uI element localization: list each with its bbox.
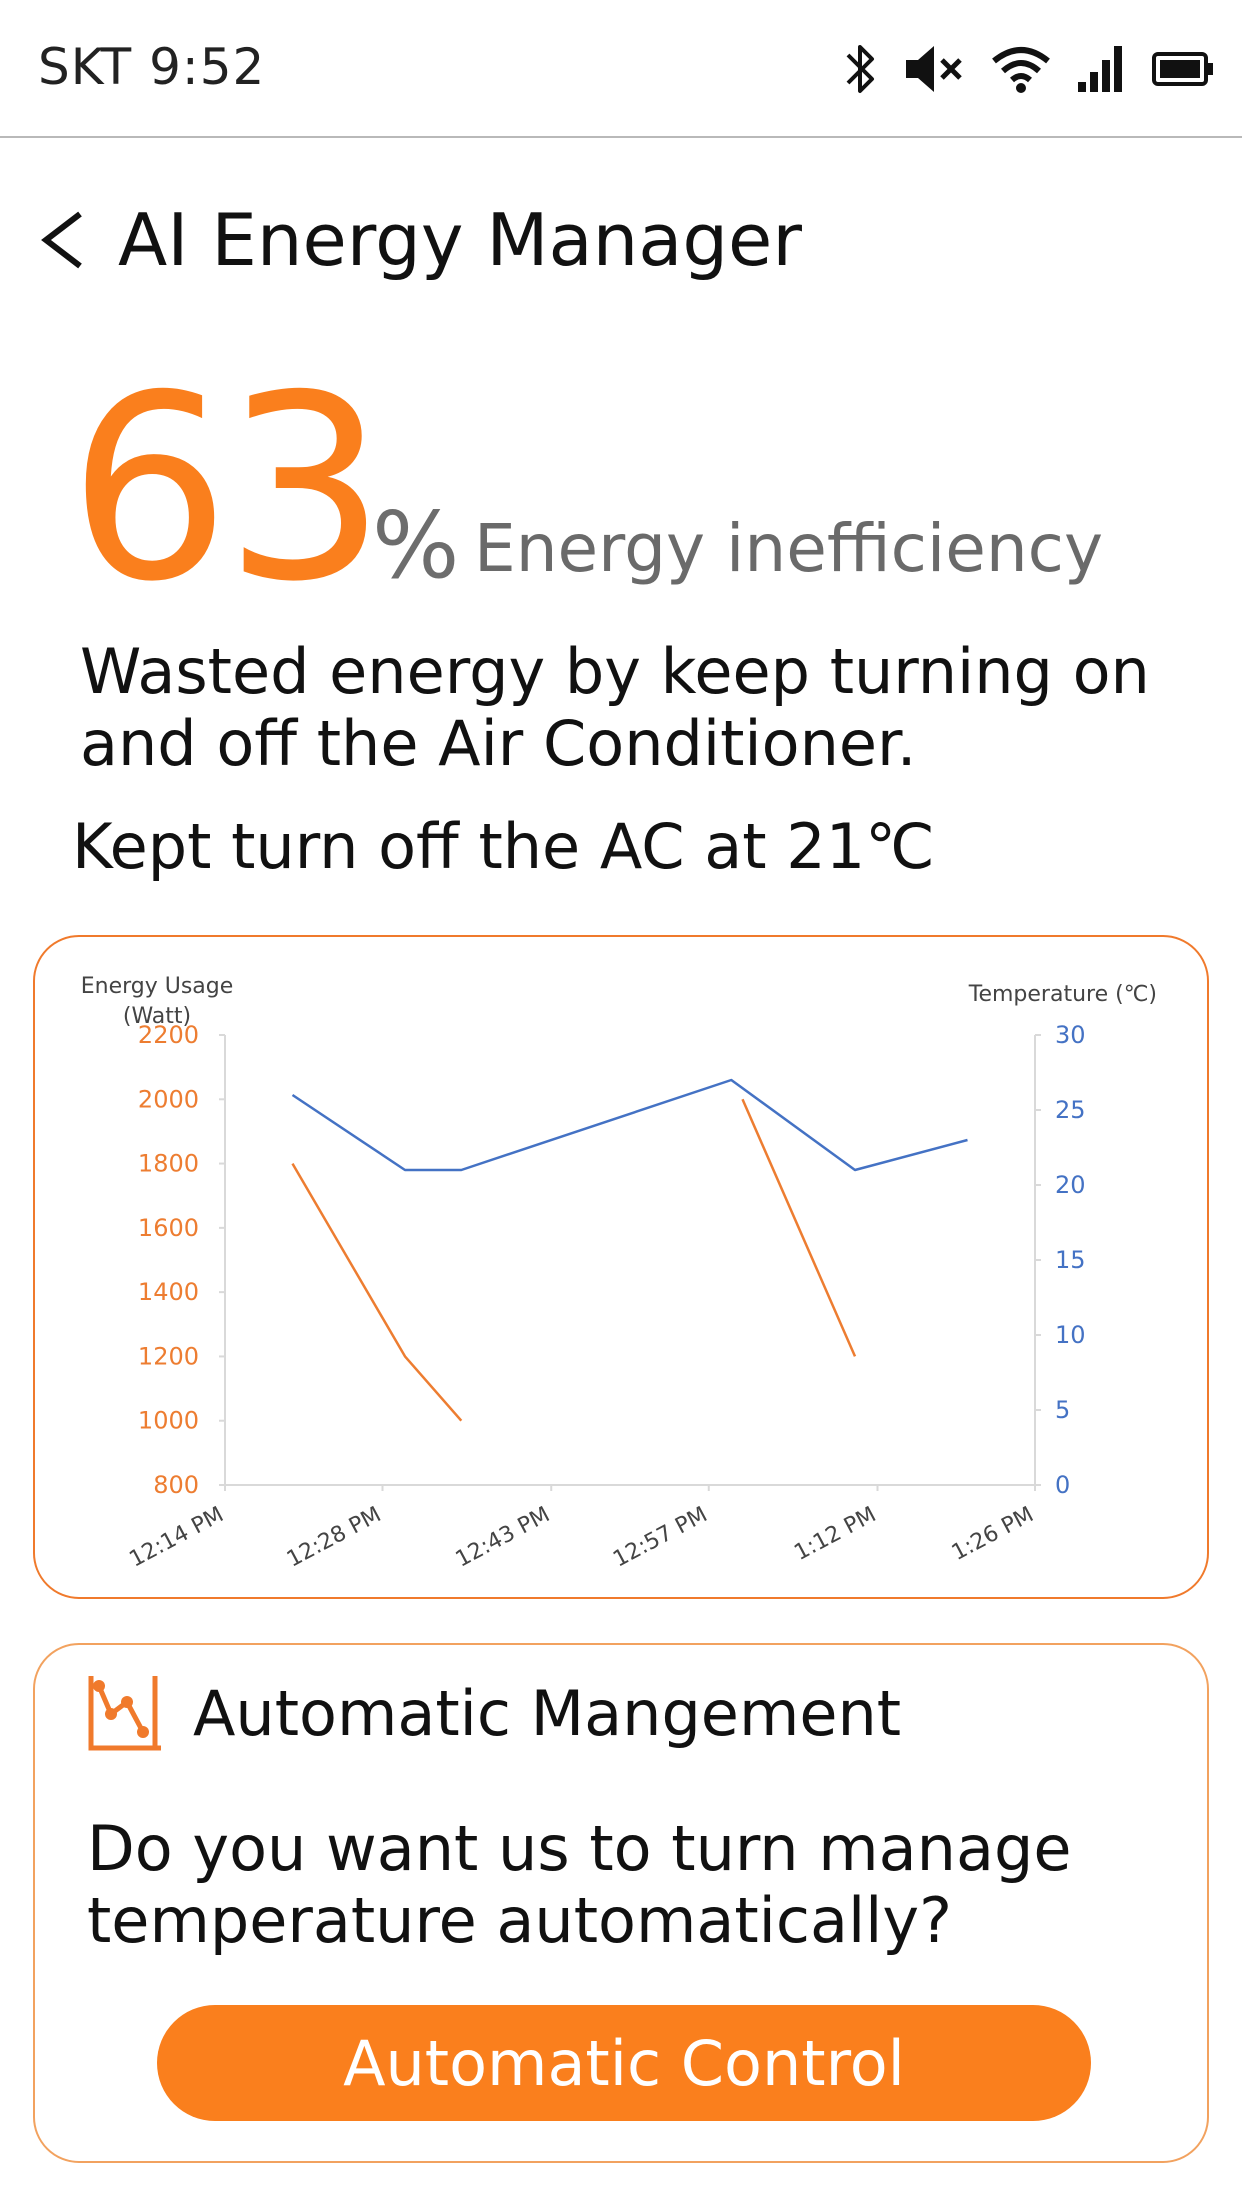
right-tick-label: 15: [1055, 1246, 1086, 1274]
kept-temperature-note: Kept turn off the AC at 21℃: [72, 810, 935, 883]
percent-sign: %: [372, 492, 460, 599]
right-axis-title: Temperature (℃): [968, 982, 1157, 1007]
left-axis-title-line1: Energy Usage: [81, 974, 234, 999]
right-tick-label: 25: [1055, 1096, 1086, 1124]
app-header: AI Energy Manager: [40, 190, 802, 290]
chevron-left-icon[interactable]: [40, 200, 100, 280]
left-tick-label: 1400: [138, 1278, 199, 1306]
wifi-icon: [992, 45, 1050, 93]
left-tick-label: 800: [153, 1471, 199, 1499]
x-tick-label: 1:26 PM: [948, 1502, 1038, 1566]
automatic-control-button[interactable]: Automatic Control: [157, 2005, 1091, 2121]
energy-usage-line-1: [741, 1098, 857, 1357]
energy-temperature-chart: Energy Usage (Watt) Temperature (℃) 800 1000…: [81, 974, 1157, 1572]
right-tick-label: 20: [1055, 1171, 1086, 1199]
left-tick-label: 1000: [138, 1407, 199, 1435]
right-tick-label: 30: [1055, 1021, 1086, 1049]
energy-usage-line-0: [291, 1162, 463, 1422]
automatic-management-question: Do you want us to turn manage temperatur…: [87, 1812, 1072, 1957]
x-tick-label: 12:28 PM: [283, 1502, 385, 1572]
x-tick-label: 12:57 PM: [609, 1502, 711, 1572]
mute-icon: [904, 44, 966, 94]
right-tick-label: 0: [1055, 1471, 1070, 1499]
right-tick-label: 5: [1055, 1396, 1070, 1424]
page-title: AI Energy Manager: [118, 198, 802, 282]
carrier-time: SKT 9:52: [38, 38, 266, 96]
battery-icon: [1152, 52, 1214, 86]
status-bar: SKT 9:52: [0, 0, 1242, 138]
inefficiency-label: Energy inefficiency: [474, 510, 1104, 587]
automatic-management-card: Automatic Mangement Do you want us to tu…: [33, 1643, 1209, 2163]
left-axis-title-line2: (Watt): [123, 1004, 191, 1029]
status-icons: [844, 34, 1214, 104]
left-tick-label: 2200: [138, 1021, 199, 1049]
inefficiency-percent-value: 63: [68, 341, 386, 638]
x-tick-label: 12:14 PM: [125, 1502, 227, 1572]
wasted-energy-description: Wasted energy by keep turning on and off…: [80, 635, 1150, 780]
left-tick-label: 2000: [138, 1085, 199, 1113]
x-tick-label: 12:43 PM: [452, 1502, 554, 1572]
chart-line-icon: [85, 1672, 165, 1752]
signal-icon: [1076, 44, 1126, 94]
left-tick-label: 1800: [138, 1150, 199, 1178]
left-tick-label: 1600: [138, 1214, 199, 1242]
left-tick-label: 1200: [138, 1342, 199, 1370]
x-tick-label: 1:12 PM: [790, 1502, 880, 1566]
automatic-management-title: Automatic Mangement: [193, 1677, 902, 1750]
right-tick-label: 10: [1055, 1321, 1086, 1349]
energy-temperature-chart-card: Energy Usage (Watt) Temperature (℃) 800 1000…: [33, 935, 1209, 1599]
bluetooth-icon: [844, 41, 878, 97]
temperature-line-0: [291, 1078, 968, 1172]
